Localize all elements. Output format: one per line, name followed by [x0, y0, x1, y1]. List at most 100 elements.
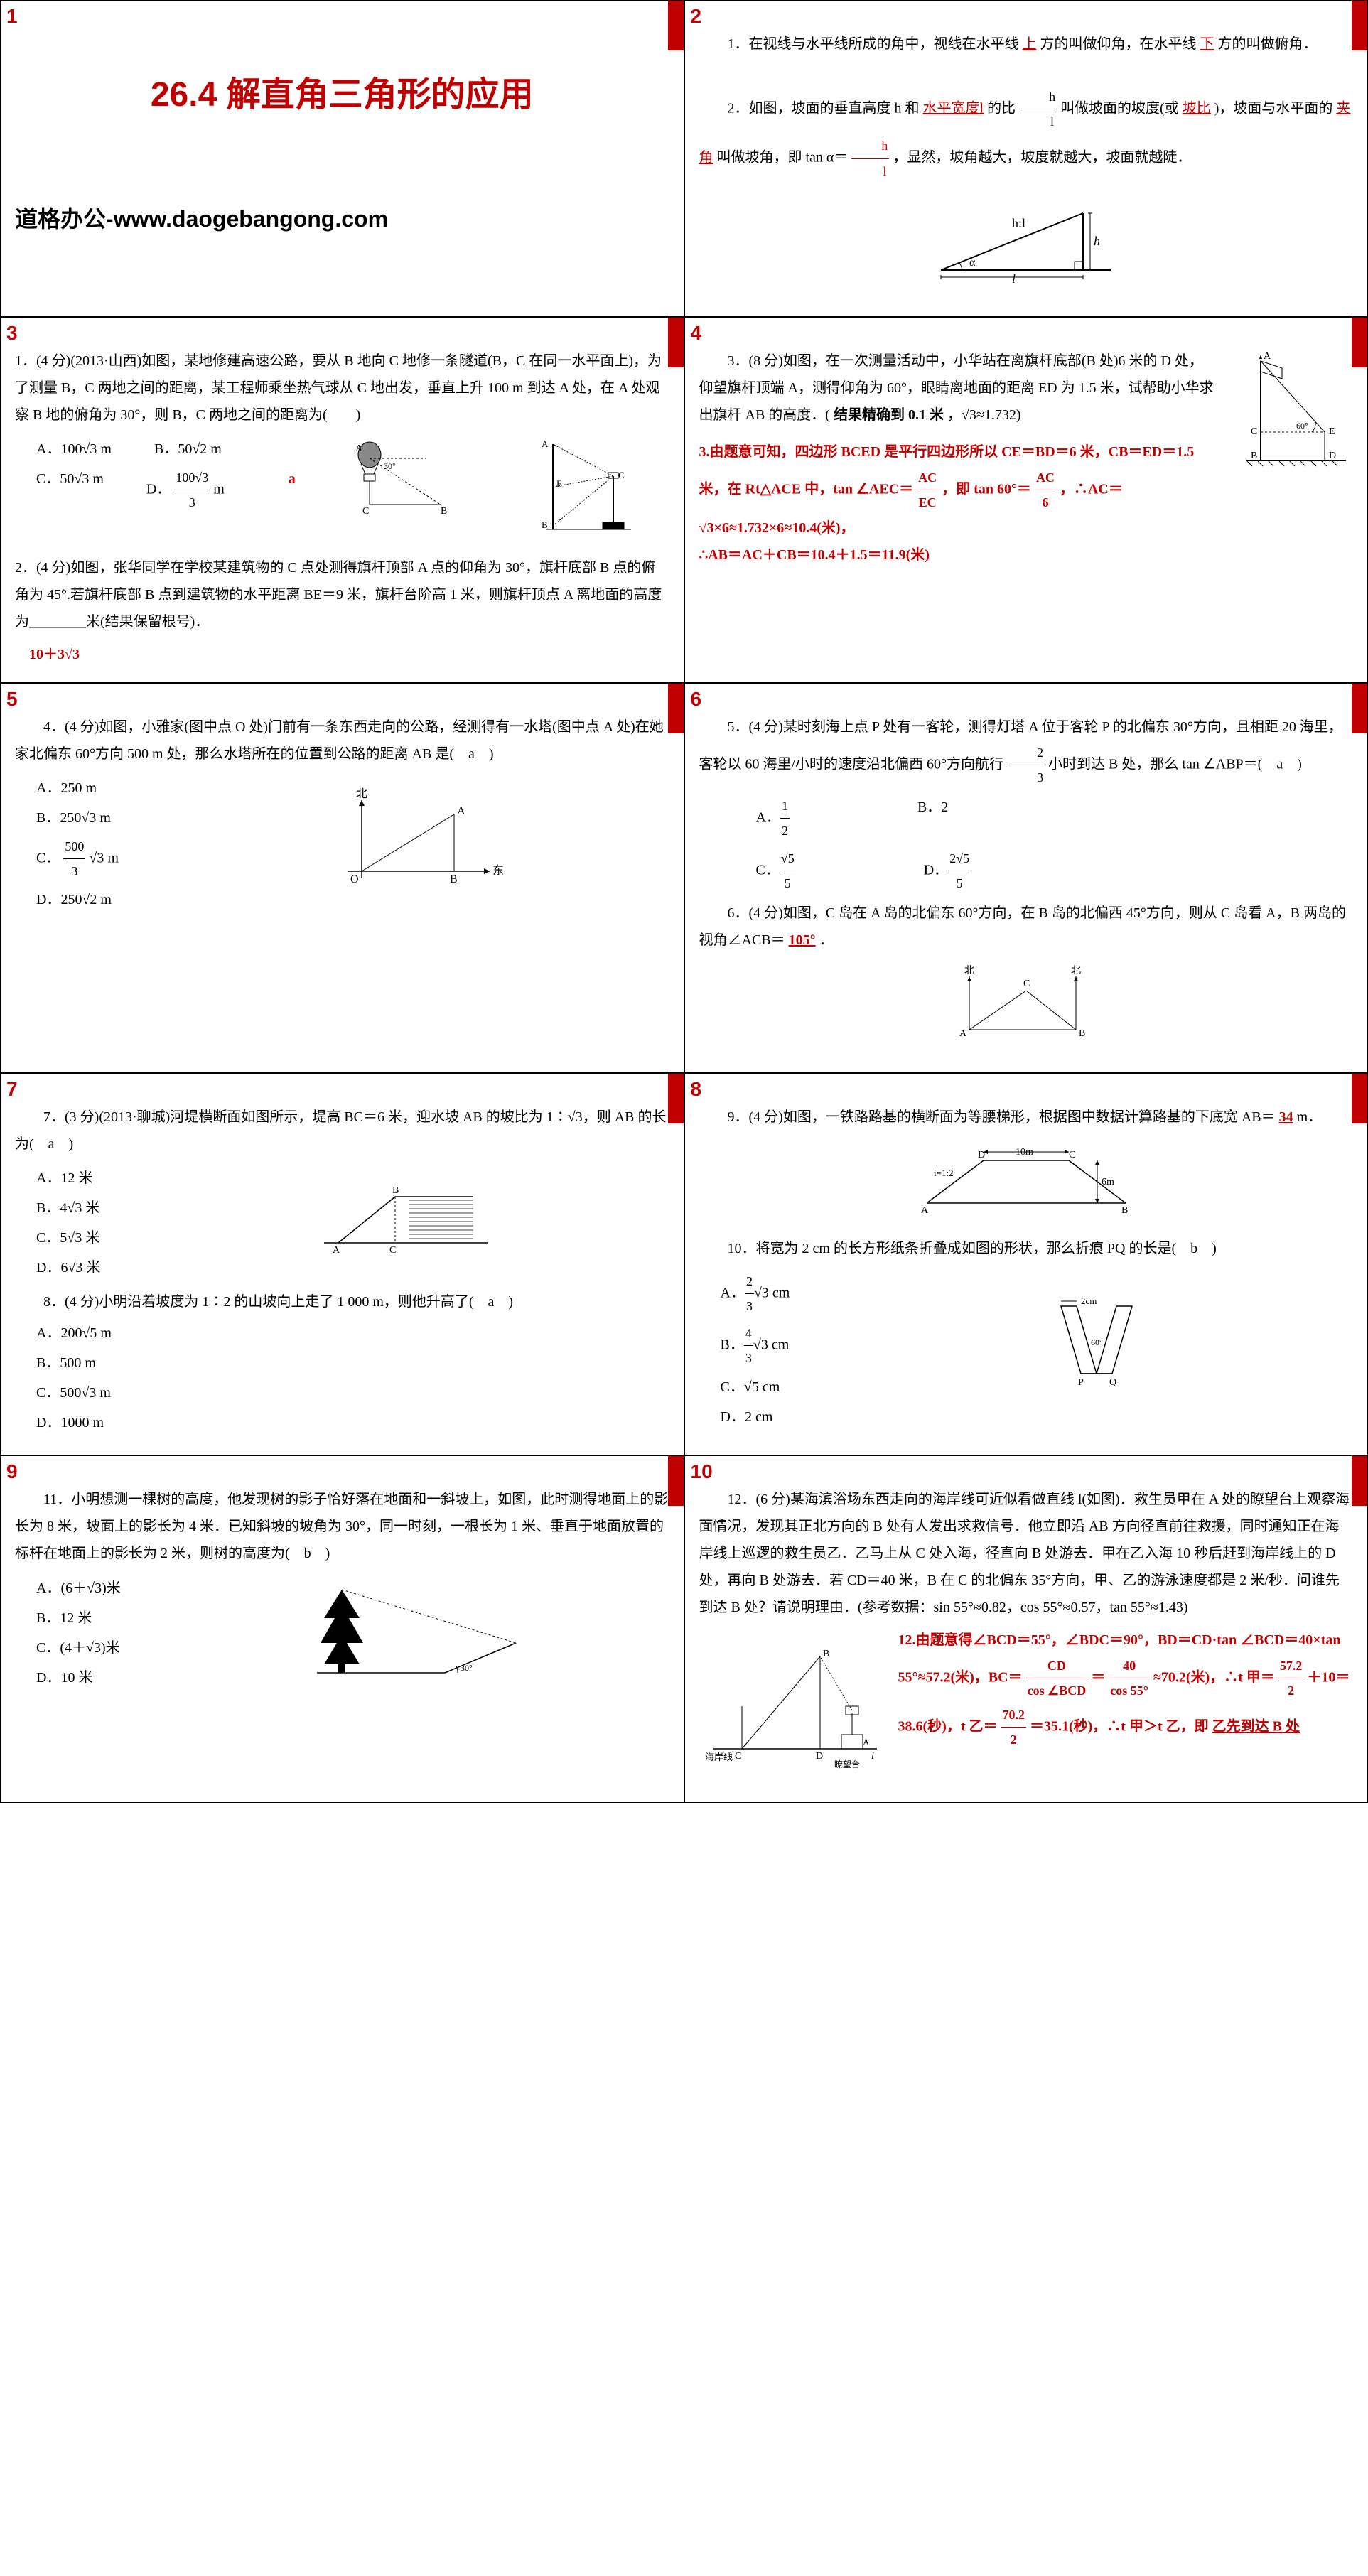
option-d: D．1000 m — [36, 1409, 669, 1436]
accent-bar — [1352, 1074, 1367, 1123]
svg-text:B: B — [450, 873, 458, 885]
frac-num: CD — [1026, 1654, 1088, 1678]
q10-text: 10．将宽为 2 cm 的长方形纸条折叠成如图的形状，那么折痕 PQ 的长是( … — [699, 1235, 1354, 1262]
text: ，√3≈1.732) — [947, 407, 1021, 423]
frac-den: cos 55° — [1109, 1678, 1150, 1703]
q1-options: A．100√3 m B．50√2 m C．50√3 m D． 100√33 m … — [36, 433, 296, 517]
option-c: C．50√3 m — [36, 465, 104, 514]
option-a: A．100√3 m — [36, 436, 112, 463]
islands-figure: 北 A 北 B C — [699, 962, 1354, 1050]
text: 9．(4 分)如图，一铁路路基的横断面为等腰梯形，根据图中数据计算路基的下底宽 … — [728, 1109, 1276, 1125]
option-a: A．200√5 m — [36, 1320, 669, 1347]
svg-text:A: A — [863, 1737, 870, 1747]
svg-text:B: B — [1251, 451, 1257, 461]
svg-text:Q: Q — [1109, 1377, 1116, 1388]
answer-blank: 坡比 — [1183, 100, 1211, 116]
option-b: B．250√3 m — [36, 804, 119, 831]
accent-bar — [668, 684, 684, 733]
frac-den: 3 — [1007, 765, 1045, 789]
svg-text:C: C — [1251, 426, 1257, 437]
option-d: D．6√3 米 — [36, 1254, 100, 1281]
answer-blank: 下 — [1200, 36, 1214, 52]
q8-text: 8．(4 分)小明沿着坡度为 1∶2 的山坡向上走了 1 000 m，则他升高了… — [15, 1288, 669, 1315]
frac-den: l — [851, 159, 889, 183]
q10-options: A．23√3 cm B．43√3 cm C．√5 cm D．2 cm — [721, 1266, 790, 1433]
svg-text:北: 北 — [1071, 965, 1081, 976]
svg-text:A: A — [457, 805, 465, 817]
q11-text: 11．小明想测一棵树的高度，他发现树的影子恰好落在地面和一斜坡上，如图，此时测得… — [15, 1486, 669, 1567]
svg-text:A: A — [355, 443, 363, 454]
frac-num: 2 — [1007, 740, 1045, 765]
text: ＝ — [1091, 1669, 1105, 1685]
q8-options: A．200√5 m B．500 m C．500√3 m D．1000 m — [36, 1320, 669, 1436]
text: C． — [36, 850, 60, 866]
option-b: B．12 米 — [36, 1605, 121, 1632]
text: m． — [1297, 1109, 1323, 1125]
q9-text: 9．(4 分)如图，一铁路路基的横断面为等腰梯形，根据图中数据计算路基的下底宽 … — [699, 1104, 1354, 1131]
svg-text:B: B — [823, 1649, 829, 1659]
svg-text:东: 东 — [492, 864, 504, 877]
frac-den: 3 — [174, 490, 210, 514]
text: C． — [756, 862, 780, 878]
svg-text:B: B — [542, 519, 548, 530]
frac-den: 3 — [745, 1294, 754, 1318]
frac-den: 6 — [1035, 490, 1056, 514]
text: 方的叫做仰角，在水平线 — [1040, 36, 1197, 52]
slope-figure: α h:l h l — [699, 192, 1354, 293]
text: √3 cm — [753, 1337, 789, 1353]
l-label: l — [1012, 271, 1016, 284]
frac-num: 40 — [1109, 1654, 1150, 1678]
q2-text: 2．(4 分)如图，张华同学在学校某建筑物的 C 点处测得旗杆顶部 A 点的仰角… — [15, 554, 669, 635]
option-a: A．12 — [756, 794, 790, 843]
slide-10: 10 12．(6 分)某海滨浴场东西走向的海岸线可近似看做直线 l(如图)．救生… — [684, 1455, 1368, 1803]
option-c: C．5√3 米 — [36, 1224, 100, 1251]
frac-num: √5 — [780, 846, 796, 871]
text: A． — [756, 809, 780, 825]
slide-number: 7 — [6, 1078, 18, 1101]
frac-den: EC — [917, 490, 938, 514]
svg-text:A: A — [921, 1205, 929, 1216]
slide-9: 9 11．小明想测一棵树的高度，他发现树的影子恰好落在地面和一斜坡上，如图，此时… — [0, 1455, 684, 1803]
flagpole-figure: A B C E — [532, 437, 638, 546]
h-label: h — [1094, 234, 1100, 248]
text: 乙先到达 B 处 — [1212, 1719, 1300, 1735]
accent-bar — [668, 1456, 684, 1506]
watermark-text: 道格办公-www.daogebangong.com — [15, 201, 669, 234]
svg-text:北: 北 — [356, 787, 367, 800]
svg-text:B: B — [1121, 1205, 1128, 1216]
option-b: B．4√3 米 — [36, 1195, 100, 1222]
accent-bar — [1352, 1456, 1367, 1506]
frac-den: 2 — [1278, 1678, 1304, 1703]
option-b: B．43√3 cm — [721, 1321, 790, 1370]
slide-2: 2 1．在视线与水平线所成的角中，视线在水平线 上 方的叫做仰角，在水平线 下 … — [684, 0, 1368, 317]
accent-bar — [1352, 1, 1367, 50]
frac-den: l — [1019, 109, 1057, 134]
slide-5: 5 4．(4 分)如图，小雅家(图中点 O 处)门前有一条东西走向的公路，经测得… — [0, 683, 684, 1073]
answer-mark: a — [289, 465, 296, 514]
q7-options: A．12 米 B．4√3 米 C．5√3 米 D．6√3 米 — [36, 1162, 100, 1284]
svg-text:北: 北 — [964, 965, 974, 976]
svg-text:D: D — [1329, 451, 1336, 461]
frac-den: 5 — [780, 871, 796, 895]
slide-1: 1 26.4 解直角三角形的应用 道格办公-www.daogebangong.c… — [0, 0, 684, 317]
q4-options: A．250 m B．250√3 m C． 5003 √3 m D．250√2 m — [36, 772, 119, 916]
svg-text:A: A — [1264, 351, 1271, 362]
svg-text:30°: 30° — [461, 1663, 473, 1673]
slide-number: 8 — [691, 1078, 702, 1101]
trapezoid-figure: A B D C 10m 6m i=1:2 — [699, 1139, 1354, 1227]
q5-text: 5．(4 分)某时刻海上点 P 处有一客轮，测得灯塔 A 位于客轮 P 的北偏东… — [699, 713, 1354, 789]
svg-text:A: A — [959, 1028, 967, 1039]
frac-num: 1 — [780, 794, 790, 819]
svg-text:B: B — [441, 506, 447, 515]
option-d: D．10 米 — [36, 1664, 121, 1691]
slide-number: 4 — [691, 322, 702, 345]
option-d: D． 100√33 m — [146, 465, 225, 514]
option-a: A．23√3 cm — [721, 1269, 790, 1318]
text: A． — [721, 1285, 745, 1300]
svg-text:l: l — [871, 1751, 874, 1762]
svg-text:C: C — [618, 470, 625, 480]
q2-text: 2．如图，坡面的垂直高度 h 和 水平宽度l 的比 hl 叫做坡面的坡度(或 坡… — [699, 85, 1354, 183]
text: √3 m — [89, 850, 119, 866]
measurement-figure: A B D C E 60° — [1225, 350, 1353, 480]
svg-text:B: B — [392, 1185, 399, 1196]
